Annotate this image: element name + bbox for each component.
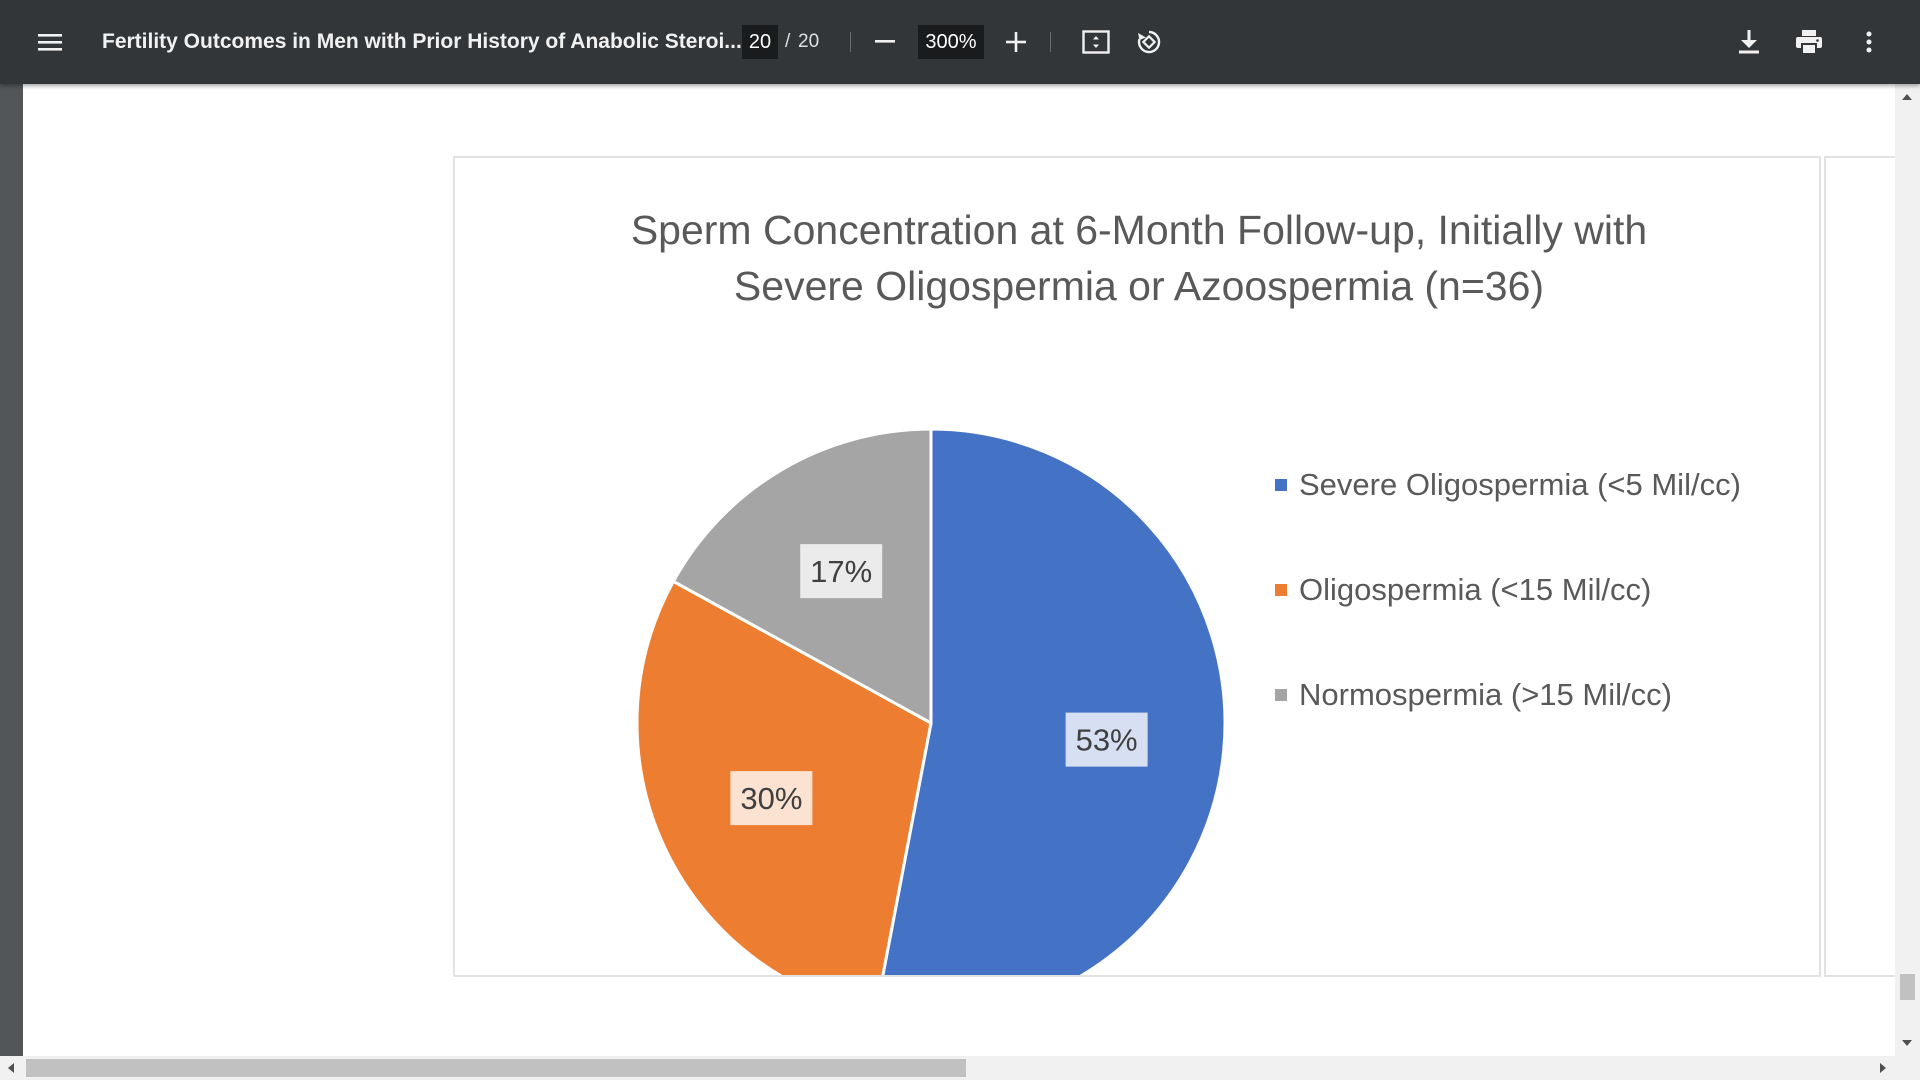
legend-swatch bbox=[1275, 689, 1287, 701]
chart-title: Sperm Concentration at 6-Month Follow-up… bbox=[455, 202, 1819, 314]
legend-label: Severe Oligospermia (<5 Mil/cc) bbox=[1299, 467, 1741, 502]
zoom-in-icon[interactable] bbox=[992, 18, 1040, 66]
svg-text:53%: 53% bbox=[1076, 723, 1138, 758]
legend-item-2: Normospermia (>15 Mil/cc) bbox=[1275, 677, 1741, 712]
page-separator: / bbox=[785, 31, 791, 52]
page-number-input[interactable]: 20 bbox=[742, 25, 778, 59]
rotate-icon[interactable] bbox=[1125, 18, 1173, 66]
legend-label: Normospermia (>15 Mil/cc) bbox=[1299, 677, 1672, 712]
zoom-out-icon[interactable] bbox=[861, 18, 909, 66]
legend-label: Oligospermia (<15 Mil/cc) bbox=[1299, 572, 1652, 607]
zoom-level-input[interactable]: 300% bbox=[918, 25, 984, 59]
chart-title-line-1: Sperm Concentration at 6-Month Follow-up… bbox=[630, 207, 1648, 253]
chart-title-line-2: Severe Oligospermia or Azoospermia (n=36… bbox=[733, 263, 1545, 309]
slide-chart: Sperm Concentration at 6-Month Follow-up… bbox=[453, 156, 1821, 977]
scroll-down-icon[interactable] bbox=[1902, 1040, 1912, 1046]
horizontal-scrollbar[interactable] bbox=[0, 1056, 1920, 1080]
document-title: Fertility Outcomes in Men with Prior His… bbox=[102, 30, 742, 53]
scroll-right-icon[interactable] bbox=[1880, 1063, 1886, 1073]
scroll-up-icon[interactable] bbox=[1902, 94, 1912, 100]
menu-icon[interactable] bbox=[26, 18, 74, 66]
pdf-toolbar: Fertility Outcomes in Men with Prior His… bbox=[0, 0, 1920, 84]
fit-page-icon[interactable] bbox=[1072, 18, 1120, 66]
pie-slice-0 bbox=[881, 427, 1227, 975]
scroll-left-icon[interactable] bbox=[8, 1063, 14, 1073]
horizontal-scroll-thumb[interactable] bbox=[26, 1059, 966, 1077]
print-icon[interactable] bbox=[1785, 18, 1833, 66]
legend-item-1: Oligospermia (<15 Mil/cc) bbox=[1275, 572, 1741, 607]
toolbar-divider bbox=[1050, 32, 1051, 52]
page-total: 20 bbox=[798, 31, 820, 52]
pie-data-label-0: 53% bbox=[1065, 712, 1148, 767]
toolbar-divider bbox=[850, 32, 851, 52]
viewer-gutter bbox=[0, 84, 23, 1056]
legend-item-0: Severe Oligospermia (<5 Mil/cc) bbox=[1275, 467, 1741, 502]
more-options-icon[interactable] bbox=[1845, 18, 1893, 66]
pie-chart: 53% 30% 17% bbox=[635, 427, 1227, 975]
next-slide-edge bbox=[1824, 156, 1904, 977]
vertical-scrollbar[interactable] bbox=[1895, 84, 1920, 1056]
legend-swatch bbox=[1275, 479, 1287, 491]
pie-data-label-2: 17% bbox=[800, 544, 883, 599]
download-icon[interactable] bbox=[1725, 18, 1773, 66]
chart-legend: Severe Oligospermia (<5 Mil/cc) Oligosper… bbox=[1275, 467, 1741, 783]
pie-data-label-1: 30% bbox=[730, 771, 813, 826]
vertical-scroll-thumb[interactable] bbox=[1900, 974, 1915, 1000]
pdf-page: Sperm Concentration at 6-Month Follow-up… bbox=[23, 84, 1904, 1056]
legend-swatch bbox=[1275, 584, 1287, 596]
svg-text:17%: 17% bbox=[810, 554, 872, 589]
svg-text:30%: 30% bbox=[740, 781, 802, 816]
